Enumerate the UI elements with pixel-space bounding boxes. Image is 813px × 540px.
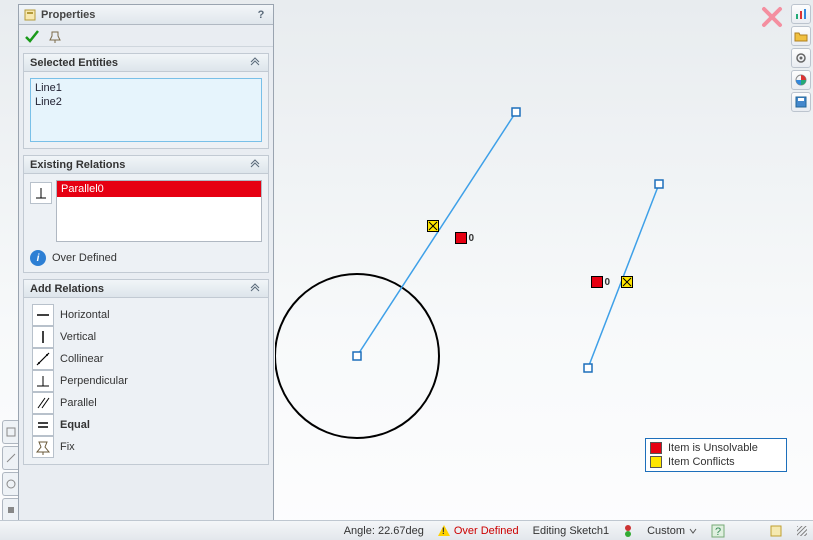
section-header-selected[interactable]: Selected Entities — [24, 54, 268, 72]
fix-icon — [32, 436, 54, 458]
endpoint[interactable] — [353, 352, 361, 360]
relation-label: Horizontal — [60, 309, 110, 321]
equal-icon — [32, 414, 54, 436]
status-row: i Over Defined — [30, 250, 262, 266]
add-relations-list: Horizontal Vertical Collinear Perpendicu… — [24, 298, 268, 464]
panel-titlebar: Properties ? — [19, 5, 273, 25]
relation-equal[interactable]: Equal — [30, 414, 262, 436]
relation-fix[interactable]: Fix — [30, 436, 262, 458]
legend-swatch-unsolvable — [650, 442, 662, 454]
relation-glyph-conflict[interactable] — [621, 276, 633, 288]
endpoint[interactable] — [512, 108, 520, 116]
side-tab-2[interactable] — [2, 446, 18, 470]
status-text: Over Defined — [52, 252, 117, 264]
status-custom[interactable]: Custom — [647, 525, 697, 537]
relation-label: Parallel — [60, 397, 97, 409]
relation-glyph-unsolvable[interactable] — [455, 232, 467, 244]
resize-gripper[interactable] — [797, 526, 807, 536]
info-icon: i — [30, 250, 46, 266]
relation-vertical[interactable]: Vertical — [30, 326, 262, 348]
side-tab-4[interactable] — [2, 498, 18, 522]
property-manager-panel: Properties ? Selected Entities Line1 Lin… — [18, 4, 274, 524]
right-toolbar — [791, 4, 811, 114]
properties-title-icon — [23, 8, 37, 22]
status-bar: Angle: 22.67deg Over Defined Editing Ske… — [0, 520, 813, 540]
relation-parallel[interactable]: Parallel — [30, 392, 262, 414]
svg-text:?: ? — [715, 526, 721, 538]
status-overdefined: Over Defined — [438, 525, 519, 537]
relation-perpendicular[interactable]: Perpendicular — [30, 370, 262, 392]
sketch-line-1[interactable] — [357, 112, 516, 356]
relation-label: Perpendicular — [60, 375, 128, 387]
perpendicular-icon — [32, 370, 54, 392]
relation-label: Vertical — [60, 331, 96, 343]
side-tab-strip — [2, 420, 18, 524]
parallel-icon — [32, 392, 54, 414]
list-item[interactable]: Line2 — [35, 95, 257, 109]
legend-label: Item is Unsolvable — [668, 442, 758, 454]
help-button[interactable]: ? — [253, 9, 269, 21]
legend-box: Item is Unsolvable Item Conflicts — [645, 438, 787, 472]
side-tab-1[interactable] — [2, 420, 18, 444]
existing-relations-list[interactable]: Parallel0 — [56, 180, 262, 242]
section-header-add[interactable]: Add Relations — [24, 280, 268, 298]
perpendicular-icon — [30, 182, 52, 204]
ok-button[interactable] — [23, 27, 41, 45]
overdefined-text: Over Defined — [454, 525, 519, 537]
panel-title: Properties — [41, 9, 253, 21]
section-title-existing: Existing Relations — [30, 159, 125, 171]
relation-glyph-unsolvable[interactable] — [591, 276, 603, 288]
toolbar-btn-chart[interactable] — [791, 4, 811, 24]
warning-icon — [438, 525, 450, 536]
collinear-icon — [32, 348, 54, 370]
relation-horizontal[interactable]: Horizontal — [30, 304, 262, 326]
section-add-relations: Add Relations Horizontal Vertical Collin… — [23, 279, 269, 465]
collapse-icon — [248, 56, 262, 70]
toolbar-btn-save[interactable] — [791, 92, 811, 112]
collapse-icon — [248, 158, 262, 172]
confirm-row — [19, 25, 273, 47]
section-selected-entities: Selected Entities Line1 Line2 — [23, 53, 269, 149]
section-existing-relations: Existing Relations Parallel0 i Over Defi… — [23, 155, 269, 273]
toolbar-btn-folder[interactable] — [791, 26, 811, 46]
collapse-icon — [248, 282, 262, 296]
relation-glyph-conflict[interactable] — [427, 220, 439, 232]
pushpin-button[interactable] — [47, 27, 65, 45]
toolbar-btn-gear[interactable] — [791, 48, 811, 68]
legend-swatch-conflicts — [650, 456, 662, 468]
status-traffic-icon[interactable] — [623, 524, 633, 538]
vertical-icon — [32, 326, 54, 348]
section-title-add: Add Relations — [30, 283, 104, 295]
endpoint[interactable] — [655, 180, 663, 188]
relation-label: Equal — [60, 419, 90, 431]
list-item[interactable]: Line1 — [35, 81, 257, 95]
side-tab-3[interactable] — [2, 472, 18, 496]
selected-entities-list[interactable]: Line1 Line2 — [30, 78, 262, 142]
status-editing: Editing Sketch1 — [533, 525, 609, 537]
endpoint[interactable] — [584, 364, 592, 372]
section-title-selected: Selected Entities — [30, 57, 118, 69]
relation-label: Fix — [60, 441, 75, 453]
relation-item-parallel[interactable]: Parallel0 — [57, 181, 261, 197]
section-header-existing[interactable]: Existing Relations — [24, 156, 268, 174]
toolbar-btn-appearance[interactable] — [791, 70, 811, 90]
horizontal-icon — [32, 304, 54, 326]
relation-label: Collinear — [60, 353, 103, 365]
status-help-icon[interactable]: ? — [711, 524, 725, 538]
status-extra-icon[interactable] — [769, 524, 783, 538]
status-angle: Angle: 22.67deg — [344, 525, 424, 537]
relation-collinear[interactable]: Collinear — [30, 348, 262, 370]
legend-label: Item Conflicts — [668, 456, 735, 468]
